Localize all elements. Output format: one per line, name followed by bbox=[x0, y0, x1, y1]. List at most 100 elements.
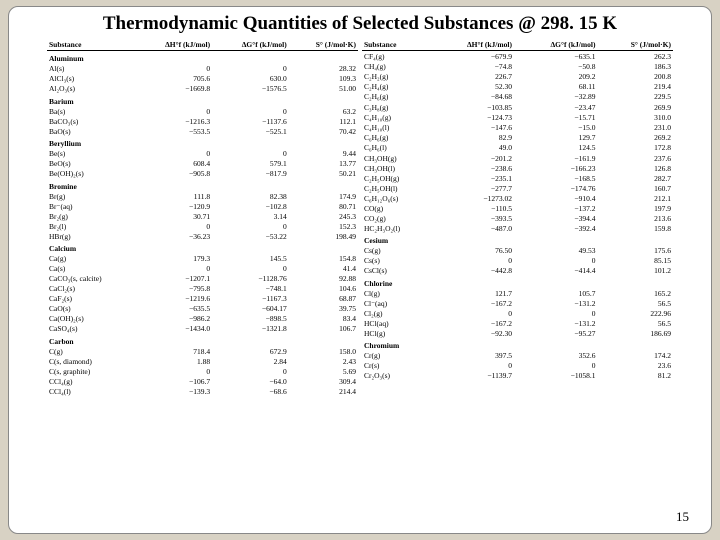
section-header: Beryllium bbox=[47, 136, 358, 149]
substance-cell: CH₄(g) bbox=[362, 61, 430, 71]
value-cell: 0 bbox=[212, 264, 289, 274]
value-cell: −1216.3 bbox=[136, 116, 213, 126]
value-cell: 174.2 bbox=[597, 351, 673, 361]
value-cell: 154.8 bbox=[289, 254, 358, 264]
value-cell: −392.4 bbox=[514, 223, 598, 233]
value-cell: 198.49 bbox=[289, 231, 358, 241]
value-cell: 175.6 bbox=[597, 246, 673, 256]
value-cell: 152.3 bbox=[289, 221, 358, 231]
value-cell: 579.1 bbox=[212, 159, 289, 169]
value-cell: 0 bbox=[430, 256, 514, 266]
substance-cell: Al₂O₃(s) bbox=[47, 84, 136, 94]
value-cell: 197.9 bbox=[597, 203, 673, 213]
substance-cell: CF₄(g) bbox=[362, 51, 430, 62]
substance-cell: Cs(g) bbox=[362, 246, 430, 256]
value-cell: 262.3 bbox=[597, 51, 673, 62]
slide-title: Thermodynamic Quantities of Selected Sub… bbox=[17, 13, 703, 35]
substance-cell: CsCl(s) bbox=[362, 266, 430, 276]
value-cell: 0 bbox=[514, 308, 598, 318]
substance-cell: C₂H₄(g) bbox=[362, 81, 430, 91]
value-cell: 83.4 bbox=[289, 314, 358, 324]
value-cell: −166.23 bbox=[514, 163, 598, 173]
value-cell: −161.9 bbox=[514, 153, 598, 163]
value-cell: 212.1 bbox=[597, 193, 673, 203]
hdr-s: S° (J/mol·K) bbox=[597, 39, 673, 51]
value-cell: −68.6 bbox=[212, 386, 289, 396]
page-number: 15 bbox=[676, 509, 689, 525]
value-cell: 121.7 bbox=[430, 288, 514, 298]
value-cell: −103.85 bbox=[430, 102, 514, 112]
substance-cell: Cr₂O₃(s) bbox=[362, 371, 430, 381]
value-cell: 0 bbox=[136, 264, 213, 274]
value-cell: −23.47 bbox=[514, 102, 598, 112]
value-cell: 158.0 bbox=[289, 346, 358, 356]
value-cell: −106.7 bbox=[136, 376, 213, 386]
substance-cell: CCl₄(g) bbox=[47, 376, 136, 386]
value-cell: 245.3 bbox=[289, 211, 358, 221]
value-cell: −102.8 bbox=[212, 201, 289, 211]
value-cell: 0 bbox=[136, 221, 213, 231]
substance-cell: C(g) bbox=[47, 346, 136, 356]
value-cell: 126.8 bbox=[597, 163, 673, 173]
substance-cell: Ba(s) bbox=[47, 106, 136, 116]
substance-cell: BeO(s) bbox=[47, 159, 136, 169]
value-cell: 269.9 bbox=[597, 102, 673, 112]
thermo-table: Substance ΔH°f (kJ/mol) ΔG°f (kJ/mol) S°… bbox=[17, 39, 703, 396]
value-cell: 0 bbox=[136, 366, 213, 376]
value-cell: −120.9 bbox=[136, 201, 213, 211]
value-cell: −147.6 bbox=[430, 122, 514, 132]
value-cell: 229.5 bbox=[597, 91, 673, 101]
section-header: Carbon bbox=[47, 334, 358, 347]
substance-cell: C₆H₆(l) bbox=[362, 142, 430, 152]
value-cell: 0 bbox=[430, 361, 514, 371]
section-header: Barium bbox=[47, 94, 358, 107]
value-cell: 56.5 bbox=[597, 318, 673, 328]
value-cell: 39.75 bbox=[289, 304, 358, 314]
substance-cell: HC₂H₃O₂(l) bbox=[362, 223, 430, 233]
value-cell: 50.21 bbox=[289, 169, 358, 179]
value-cell: 237.6 bbox=[597, 153, 673, 163]
value-cell: 145.5 bbox=[212, 254, 289, 264]
value-cell: 0 bbox=[212, 366, 289, 376]
substance-cell: C₄H₁₀(g) bbox=[362, 112, 430, 122]
substance-cell: HBr(g) bbox=[47, 231, 136, 241]
substance-cell: HCl(aq) bbox=[362, 318, 430, 328]
value-cell: 23.6 bbox=[597, 361, 673, 371]
section-header: Chromium bbox=[362, 338, 673, 351]
value-cell: −74.8 bbox=[430, 61, 514, 71]
value-cell: 81.2 bbox=[597, 371, 673, 381]
value-cell: −635.1 bbox=[514, 51, 598, 62]
substance-cell: Br₂(l) bbox=[47, 221, 136, 231]
value-cell: 56.5 bbox=[597, 298, 673, 308]
substance-cell: Ca(g) bbox=[47, 254, 136, 264]
value-cell: −84.68 bbox=[430, 91, 514, 101]
value-cell: 214.4 bbox=[289, 386, 358, 396]
value-cell: −36.23 bbox=[136, 231, 213, 241]
value-cell: 70.42 bbox=[289, 126, 358, 136]
value-cell: 0 bbox=[212, 64, 289, 74]
value-cell: 397.5 bbox=[430, 351, 514, 361]
substance-cell: C₂H₅OH(g) bbox=[362, 173, 430, 183]
value-cell: −64.0 bbox=[212, 376, 289, 386]
value-cell: 282.7 bbox=[597, 173, 673, 183]
value-cell: 0 bbox=[514, 256, 598, 266]
value-cell: −986.2 bbox=[136, 314, 213, 324]
value-cell: −1576.5 bbox=[212, 84, 289, 94]
value-cell: 0 bbox=[514, 361, 598, 371]
value-cell: −92.30 bbox=[430, 328, 514, 338]
section-header: Chlorine bbox=[362, 276, 673, 289]
section-header: Bromine bbox=[47, 179, 358, 192]
substance-cell: C₂H₆(g) bbox=[362, 91, 430, 101]
value-cell: 0 bbox=[136, 149, 213, 159]
substance-cell: Br₂(g) bbox=[47, 211, 136, 221]
value-cell: 92.88 bbox=[289, 274, 358, 284]
value-cell: 41.4 bbox=[289, 264, 358, 274]
value-cell: 0 bbox=[212, 149, 289, 159]
value-cell: −110.5 bbox=[430, 203, 514, 213]
value-cell: 2.43 bbox=[289, 356, 358, 366]
value-cell: 209.2 bbox=[514, 71, 598, 81]
substance-cell: Be(s) bbox=[47, 149, 136, 159]
value-cell: −414.4 bbox=[514, 266, 598, 276]
value-cell: 352.6 bbox=[514, 351, 598, 361]
value-cell: 174.9 bbox=[289, 191, 358, 201]
